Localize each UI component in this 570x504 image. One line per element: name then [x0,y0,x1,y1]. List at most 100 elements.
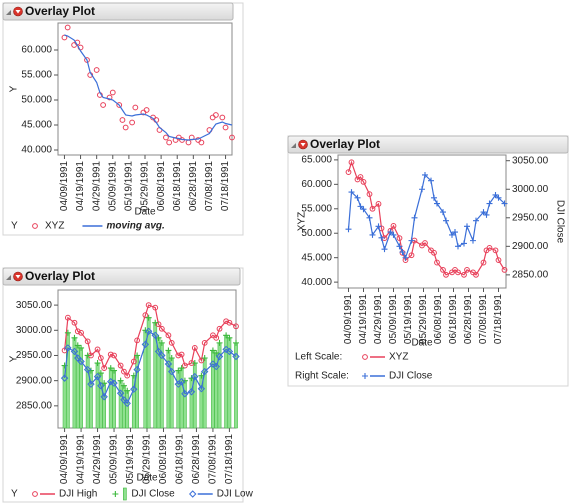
marker [480,209,487,216]
menu-icon [15,10,21,14]
x-tick-label: 04/19/1991 [76,434,87,484]
marker [111,352,117,359]
marker [61,362,68,369]
marker [428,177,434,184]
marker [492,191,499,198]
marker [119,117,126,123]
x-tick-label: 07/18/1991 [220,161,231,211]
marker [422,240,428,246]
marker [60,374,69,382]
marker [94,360,101,367]
marker [381,246,388,253]
marker [101,365,108,371]
y-tick-label: 3000.00 [16,325,53,336]
legend-label: Y [11,221,18,232]
marker [158,325,165,332]
x-tick-label: 07/08/1991 [478,294,489,344]
bar [176,370,181,429]
marker [111,367,118,374]
y-tick-label: 40.000 [21,145,52,156]
legend-symbol [189,490,197,498]
x-tick-label: 04/09/1991 [59,434,70,484]
marker [145,314,152,321]
marker [216,339,223,346]
y2-tick-label: 2900.00 [512,241,549,252]
marker [120,396,128,404]
marker [198,357,205,364]
marker [201,339,208,346]
bar [108,367,113,429]
marker [124,372,131,379]
marker [366,191,373,198]
marker [100,393,108,401]
marker [158,351,166,360]
x-tick-label: 06/18/1991 [175,434,186,484]
bar [118,380,123,429]
disclosure-icon [6,275,11,280]
y2-tick-label: 2850.00 [512,270,549,281]
marker [132,104,139,111]
x-tick-label: 07/08/1991 [208,434,219,484]
marker [97,381,105,390]
marker [501,200,508,207]
marker [123,399,131,408]
marker [187,388,196,396]
legend-entry: XYZ [389,352,408,363]
y-axis-label: Y [9,355,20,362]
legend-symbol [32,223,38,229]
marker [396,243,403,250]
panel-header [2,2,234,21]
marker [434,200,440,207]
bar [179,367,184,429]
marker [201,354,208,361]
marker [84,338,91,345]
marker [145,302,152,309]
marker [473,271,479,278]
marker [64,344,72,352]
marker [134,352,141,359]
x-tick-label: 06/08/1991 [156,161,167,211]
marker [142,312,149,319]
marker [411,214,418,221]
y2-tick-label: 3050.00 [512,155,549,166]
panel-title: Overlay Plot [310,137,380,151]
marker [431,249,437,256]
marker [168,339,175,346]
marker [419,186,425,193]
marker [155,334,162,341]
series-line [64,34,233,141]
x-tick-label: 06/08/1991 [433,294,444,344]
y-tick-label: 55.000 [301,203,332,214]
y-tick-label: 50.000 [21,95,52,106]
marker [470,237,476,244]
x-tick-label: 05/09/1991 [107,161,118,211]
y-tick-label: 60.000 [21,45,52,56]
marker [129,119,136,126]
marker [501,267,508,273]
marker [130,385,138,393]
series-line [347,160,506,276]
marker [74,342,81,349]
marker [87,380,95,388]
x-tick-label: 06/28/1991 [188,161,199,211]
x-tick-label: 04/29/1991 [91,161,102,211]
y-tick-label: 2900.00 [16,375,53,386]
marker [107,377,115,386]
marker [74,354,82,362]
marker [168,367,176,376]
plot-layer [345,159,508,278]
marker [191,360,198,367]
x-tick-label: 07/18/1991 [224,434,235,484]
marker [200,367,209,376]
marker [83,365,92,374]
y2-tick-label: 3000.00 [512,184,549,195]
legend-label: Y [11,489,18,500]
marker [473,217,479,224]
marker [345,226,352,233]
bar [112,370,116,429]
y-tick-label: 65.000 [301,155,332,166]
marker [375,200,382,207]
marker [232,352,240,361]
marker [93,372,102,381]
marker [74,328,81,335]
